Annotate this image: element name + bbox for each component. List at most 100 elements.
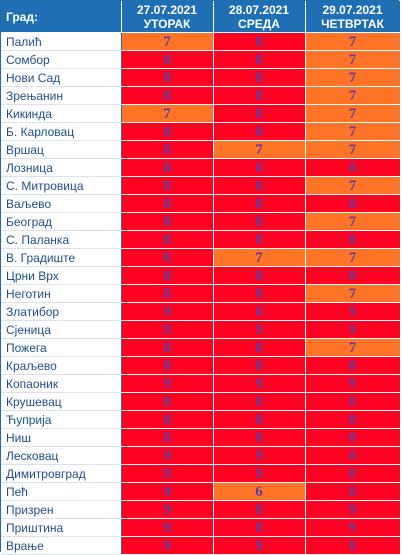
uv-index-value: 8 — [213, 86, 306, 105]
uv-index-value: 8 — [121, 248, 214, 267]
table-row: Копаоник 9 9 9 — [1, 374, 401, 393]
day-date: 28.07.2021 — [228, 2, 290, 17]
uv-index-value: 7 — [121, 32, 214, 51]
uv-index-value: 8 — [121, 266, 214, 285]
table-row: Сјеница 9 9 9 — [1, 320, 401, 339]
uv-index-value: 8 — [121, 176, 214, 195]
uv-index-value: 8 — [305, 446, 401, 465]
uv-index-value: 7 — [305, 248, 401, 267]
uv-index-value: 9 — [121, 302, 214, 321]
city-name: Сјеница — [1, 320, 122, 339]
uv-index-value: 8 — [121, 410, 214, 429]
table-row: Ваљево 8 8 8 — [1, 194, 401, 213]
uv-index-value: 9 — [121, 482, 214, 501]
uv-index-value: 6 — [213, 482, 306, 501]
city-name: Ниш — [1, 428, 122, 447]
table-row: Сомбор 8 8 7 — [1, 50, 401, 69]
uv-index-value: 8 — [213, 32, 306, 51]
city-name: С. Паланка — [1, 230, 122, 249]
city-name: Кикинда — [1, 104, 122, 123]
uv-index-value: 9 — [121, 446, 214, 465]
uv-index-value: 8 — [213, 68, 306, 87]
table-row: Ниш 8 8 8 — [1, 428, 401, 447]
table-row: Вршац 8 7 7 — [1, 140, 401, 159]
city-name: Пожега — [1, 338, 122, 357]
city-name: Приштина — [1, 518, 122, 537]
city-name: Црни Врх — [1, 266, 122, 285]
day-column-header: 29.07.2021 ЧЕТВРТАК — [305, 1, 401, 33]
table-row: Крушевац 8 8 8 — [1, 392, 401, 411]
city-name: Крушевац — [1, 392, 122, 411]
uv-index-value: 9 — [213, 464, 306, 483]
city-name: Краљево — [1, 356, 122, 375]
uv-index-value: 9 — [213, 446, 306, 465]
day-date: 27.07.2021 — [136, 2, 198, 17]
uv-index-value: 8 — [121, 356, 214, 375]
uv-index-value: 8 — [213, 410, 306, 429]
table-row: Лозница 8 8 8 — [1, 158, 401, 177]
table-row: Златибор 9 8 9 — [1, 302, 401, 321]
table-row: Ћуприја 8 8 8 — [1, 410, 401, 429]
uv-index-value: 7 — [305, 122, 401, 141]
uv-index-value: 8 — [213, 158, 306, 177]
city-name: Зрењанин — [1, 86, 122, 105]
uv-index-value: 8 — [305, 356, 401, 375]
uv-index-value: 7 — [305, 212, 401, 231]
uv-index-value: 8 — [305, 482, 401, 501]
city-name: Пећ — [1, 482, 122, 501]
table-row: Пожега 8 8 7 — [1, 338, 401, 357]
table-row: Неготин 8 8 7 — [1, 284, 401, 303]
uv-index-value: 8 — [305, 428, 401, 447]
uv-index-value: 8 — [121, 158, 214, 177]
table-row: С. Паланка 8 8 8 — [1, 230, 401, 249]
table-row: Београд 8 8 7 — [1, 212, 401, 231]
city-name: Златибор — [1, 302, 122, 321]
city-name: В. Градиште — [1, 248, 122, 267]
uv-index-value: 8 — [305, 410, 401, 429]
city-name: Б. Карловац — [1, 122, 122, 141]
uv-index-value: 8 — [121, 194, 214, 213]
uv-index-value: 8 — [305, 266, 401, 285]
city-name: Београд — [1, 212, 122, 231]
uv-index-value: 8 — [213, 122, 306, 141]
uv-index-value: 9 — [213, 536, 306, 555]
day-column-header: 27.07.2021 УТОРАК — [121, 1, 214, 33]
uv-index-value: 8 — [305, 158, 401, 177]
uv-index-value: 8 — [121, 50, 214, 69]
uv-index-value: 9 — [121, 518, 214, 537]
day-column-header: 28.07.2021 СРЕДА — [213, 1, 306, 33]
table-row: Краљево 8 8 8 — [1, 356, 401, 375]
city-name: Лозница — [1, 158, 122, 177]
uv-index-value: 8 — [213, 356, 306, 375]
uv-index-value: 7 — [305, 176, 401, 195]
uv-index-value: 8 — [305, 464, 401, 483]
table-header: Град: 27.07.2021 УТОРАК 28.07.2021 СРЕДА… — [1, 1, 401, 33]
day-date: 29.07.2021 — [322, 2, 383, 17]
uv-index-value: 8 — [121, 230, 214, 249]
uv-index-value: 8 — [213, 284, 306, 303]
city-name: Нови Сад — [1, 68, 122, 87]
day-name: СРЕДА — [238, 16, 280, 31]
uv-index-value: 9 — [121, 536, 214, 555]
uv-index-value: 7 — [305, 50, 401, 69]
uv-index-value: 8 — [213, 194, 306, 213]
city-column-header: Град: — [1, 1, 122, 33]
uv-index-value: 8 — [213, 212, 306, 231]
uv-index-value: 8 — [213, 104, 306, 123]
uv-index-value: 8 — [121, 212, 214, 231]
table-row: Б. Карловац 8 8 7 — [1, 122, 401, 141]
uv-index-value: 9 — [121, 464, 214, 483]
table-row: Пећ 9 6 8 — [1, 482, 401, 501]
table-row: Призрен 9 8 9 — [1, 500, 401, 519]
table-row: Врање 9 9 8 — [1, 536, 401, 555]
uv-index-value: 9 — [305, 320, 401, 339]
city-name: Неготин — [1, 284, 122, 303]
uv-index-value: 7 — [305, 68, 401, 87]
uv-index-value: 8 — [213, 230, 306, 249]
uv-index-value: 8 — [213, 302, 306, 321]
uv-index-value: 8 — [213, 428, 306, 447]
uv-index-value: 8 — [121, 86, 214, 105]
uv-index-value: 9 — [213, 374, 306, 393]
